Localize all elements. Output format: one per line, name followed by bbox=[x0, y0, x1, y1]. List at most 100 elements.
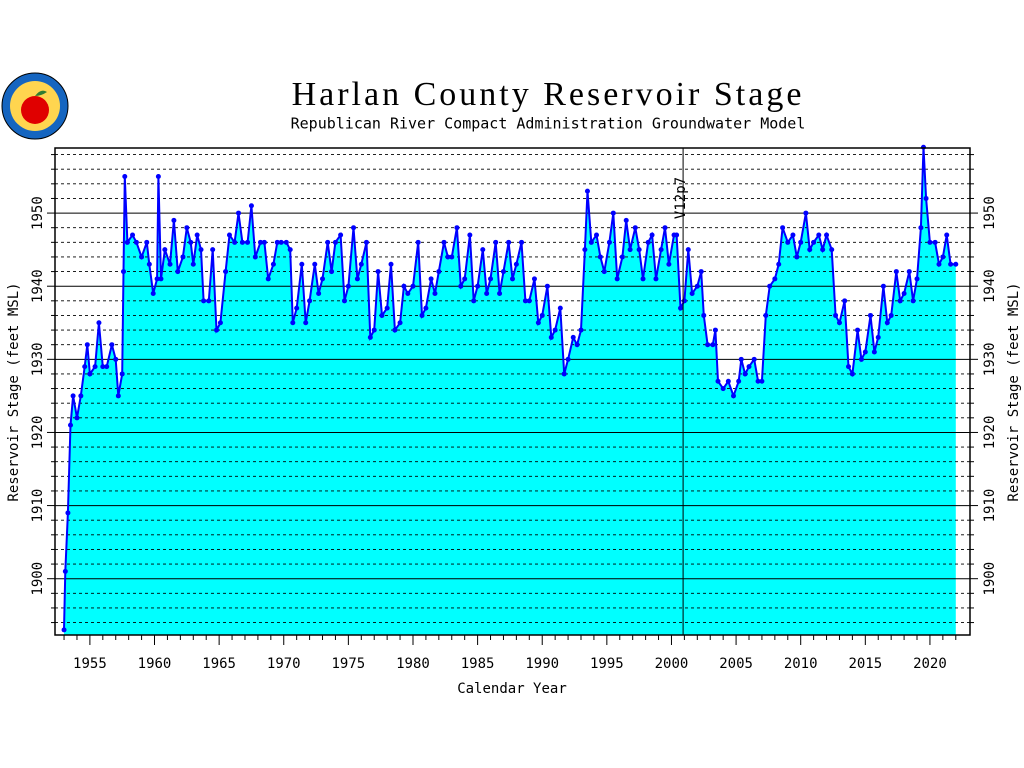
data-point bbox=[588, 239, 594, 245]
data-point bbox=[574, 342, 580, 348]
chart-title: Harlan County Reservoir Stage bbox=[292, 76, 805, 113]
data-point bbox=[493, 239, 499, 245]
data-point bbox=[445, 254, 451, 260]
data-point bbox=[130, 232, 136, 238]
data-point bbox=[820, 247, 826, 253]
x-tick-label: 2005 bbox=[719, 656, 753, 672]
data-point bbox=[871, 349, 877, 355]
y2-tick-label: 1950 bbox=[982, 196, 998, 230]
data-point bbox=[578, 327, 584, 333]
y-axis-label: Reservoir Stage (feet MSL) bbox=[6, 282, 22, 501]
data-point bbox=[194, 232, 200, 238]
data-point bbox=[636, 247, 642, 253]
data-point bbox=[565, 356, 571, 362]
y-tick-label: 1940 bbox=[30, 269, 46, 303]
data-point bbox=[120, 269, 126, 275]
data-point bbox=[751, 356, 757, 362]
data-point bbox=[918, 225, 924, 231]
data-point bbox=[627, 247, 633, 253]
data-point bbox=[720, 386, 726, 392]
data-point bbox=[329, 269, 335, 275]
data-point bbox=[115, 393, 121, 399]
data-point bbox=[109, 342, 115, 348]
data-point bbox=[82, 364, 88, 370]
data-point bbox=[198, 247, 204, 253]
data-point bbox=[320, 276, 326, 282]
data-point bbox=[338, 232, 344, 238]
data-point bbox=[833, 312, 839, 318]
data-point bbox=[248, 203, 254, 209]
data-point bbox=[807, 247, 813, 253]
data-point bbox=[307, 298, 313, 304]
data-point bbox=[312, 261, 318, 267]
data-point bbox=[283, 239, 289, 245]
data-point bbox=[510, 276, 515, 282]
data-point bbox=[175, 269, 181, 275]
data-point bbox=[226, 232, 232, 238]
annotation-label: V12p7 bbox=[673, 177, 689, 219]
data-point bbox=[614, 276, 620, 282]
data-point bbox=[236, 210, 242, 216]
data-point bbox=[358, 261, 364, 267]
data-point bbox=[150, 291, 156, 297]
data-point bbox=[467, 232, 473, 238]
x-tick-label: 2015 bbox=[848, 656, 882, 672]
data-point bbox=[632, 225, 638, 231]
data-point bbox=[265, 276, 271, 282]
data-point bbox=[519, 239, 525, 245]
data-point bbox=[122, 174, 128, 180]
data-point bbox=[303, 320, 309, 326]
data-point bbox=[685, 247, 691, 253]
data-point bbox=[239, 239, 245, 245]
data-point bbox=[858, 356, 864, 362]
y2-tick-label: 1910 bbox=[982, 489, 998, 523]
data-point bbox=[232, 239, 238, 245]
x-tick-label: 2000 bbox=[655, 656, 689, 672]
x-tick-label: 1975 bbox=[332, 656, 366, 672]
data-point bbox=[462, 276, 468, 282]
data-point bbox=[597, 254, 603, 260]
x-tick-label: 2020 bbox=[913, 656, 947, 672]
data-point bbox=[790, 232, 796, 238]
data-point bbox=[133, 239, 139, 245]
data-point bbox=[893, 269, 899, 275]
data-point bbox=[206, 298, 212, 304]
data-point bbox=[384, 305, 390, 311]
area-fill bbox=[64, 147, 956, 636]
data-point bbox=[914, 276, 920, 282]
data-point bbox=[701, 312, 707, 318]
data-point bbox=[188, 239, 194, 245]
data-point bbox=[658, 247, 664, 253]
data-point bbox=[653, 276, 659, 282]
data-point bbox=[92, 364, 98, 370]
data-point bbox=[619, 254, 625, 260]
data-point bbox=[375, 269, 381, 275]
data-point bbox=[214, 327, 220, 333]
data-point bbox=[798, 239, 804, 245]
data-point bbox=[712, 327, 718, 333]
data-point bbox=[278, 239, 284, 245]
data-point bbox=[78, 393, 84, 399]
data-point bbox=[488, 276, 494, 282]
data-point bbox=[836, 320, 842, 326]
data-point bbox=[245, 239, 251, 245]
x-tick-label: 2010 bbox=[784, 656, 818, 672]
data-point bbox=[423, 305, 429, 311]
data-point bbox=[880, 283, 886, 289]
data-point bbox=[316, 291, 322, 297]
data-point bbox=[155, 174, 161, 180]
x-tick-label: 1980 bbox=[396, 656, 430, 672]
data-point bbox=[480, 247, 486, 253]
data-point bbox=[146, 261, 152, 267]
data-point bbox=[401, 283, 407, 289]
data-point bbox=[70, 393, 76, 399]
data-point bbox=[936, 261, 942, 267]
y2-tick-label: 1940 bbox=[982, 269, 998, 303]
data-point bbox=[500, 269, 506, 275]
data-point bbox=[458, 283, 464, 289]
data-point bbox=[190, 261, 196, 267]
data-point bbox=[803, 210, 809, 216]
data-point bbox=[901, 291, 907, 297]
data-point bbox=[862, 349, 868, 355]
